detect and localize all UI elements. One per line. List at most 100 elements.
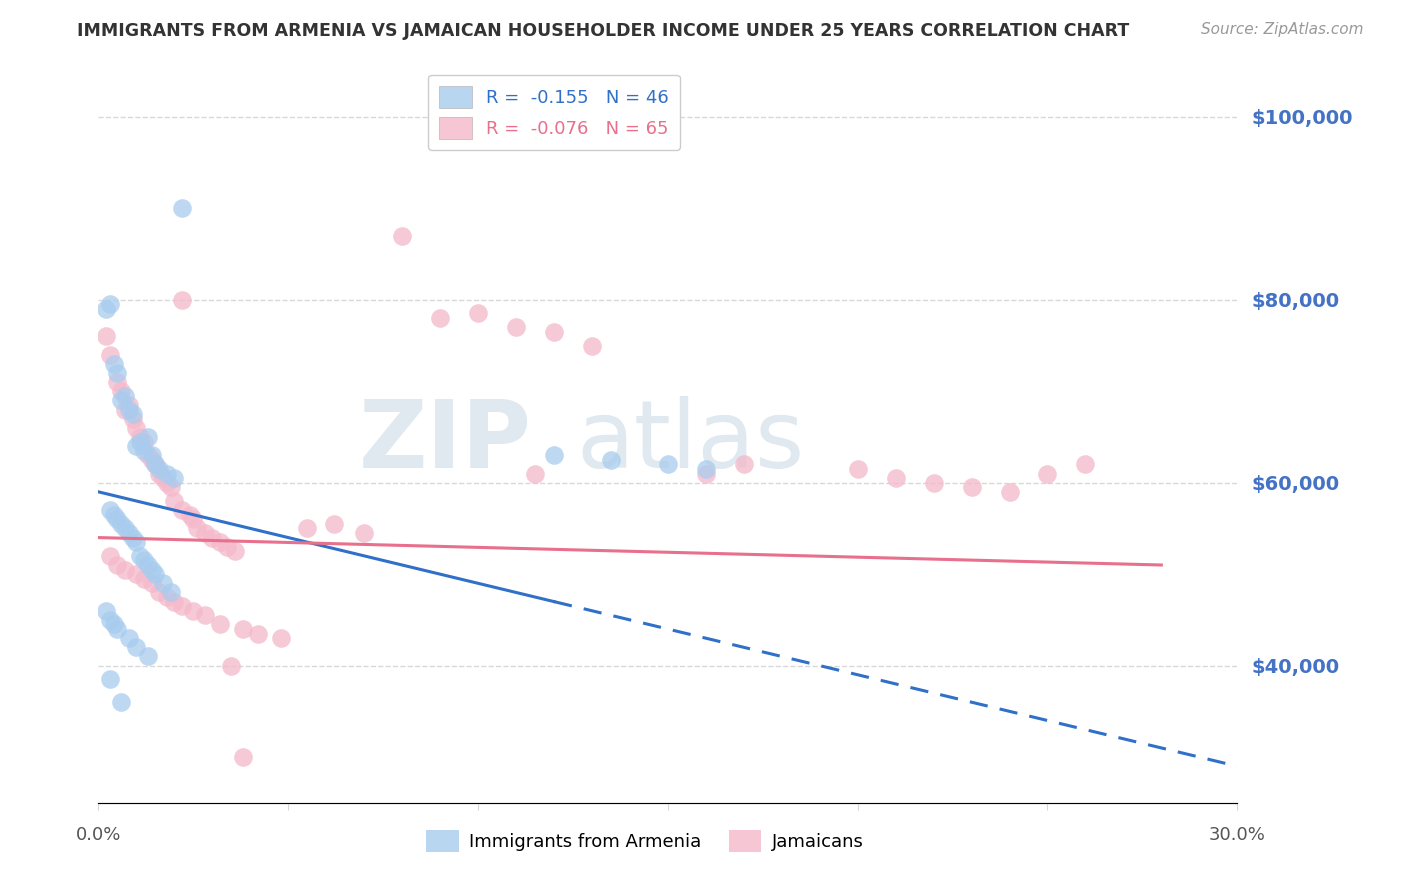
Point xyxy=(960,480,983,494)
Point xyxy=(600,453,623,467)
Point xyxy=(114,402,136,417)
Point xyxy=(118,402,141,417)
Point xyxy=(884,471,907,485)
Point xyxy=(110,384,132,399)
Point xyxy=(148,467,170,481)
Point xyxy=(141,448,163,462)
Point xyxy=(94,329,117,343)
Point xyxy=(186,521,208,535)
Point xyxy=(94,604,117,618)
Point xyxy=(110,393,132,408)
Point xyxy=(297,521,319,535)
Text: Source: ZipAtlas.com: Source: ZipAtlas.com xyxy=(1201,22,1364,37)
Point xyxy=(581,338,603,352)
Point xyxy=(132,434,155,449)
Point xyxy=(467,306,489,320)
Point xyxy=(846,462,869,476)
Point xyxy=(163,594,186,608)
Point xyxy=(136,649,159,664)
Point xyxy=(107,558,129,572)
Point xyxy=(152,471,174,485)
Point xyxy=(114,389,136,403)
Point xyxy=(194,608,217,623)
Point xyxy=(98,549,121,563)
Legend: Immigrants from Armenia, Jamaicans: Immigrants from Armenia, Jamaicans xyxy=(419,822,872,859)
Point xyxy=(114,563,136,577)
Point xyxy=(107,512,129,526)
Point xyxy=(163,494,186,508)
Point xyxy=(98,673,121,687)
Point xyxy=(232,750,254,764)
Point xyxy=(221,658,243,673)
Point xyxy=(98,503,121,517)
Point xyxy=(156,467,179,481)
Point xyxy=(110,516,132,531)
Point xyxy=(543,325,565,339)
Point xyxy=(121,411,143,425)
Point xyxy=(141,576,163,591)
Point xyxy=(94,301,117,316)
Point xyxy=(103,508,125,522)
Point xyxy=(129,434,152,449)
Point xyxy=(156,475,179,490)
Point xyxy=(148,585,170,599)
Point xyxy=(224,544,246,558)
Point xyxy=(98,348,121,362)
Point xyxy=(159,585,181,599)
Point xyxy=(98,297,121,311)
Point xyxy=(322,516,344,531)
Point xyxy=(695,462,717,476)
Point xyxy=(98,613,121,627)
Point xyxy=(183,604,205,618)
Point xyxy=(1074,458,1097,472)
Point xyxy=(170,599,193,614)
Point xyxy=(695,467,717,481)
Text: 30.0%: 30.0% xyxy=(1209,826,1265,844)
Point xyxy=(103,357,125,371)
Point xyxy=(125,567,148,582)
Point xyxy=(129,549,152,563)
Point xyxy=(1036,467,1059,481)
Point xyxy=(170,293,193,307)
Point xyxy=(270,631,292,645)
Point xyxy=(107,622,129,636)
Point xyxy=(657,458,679,472)
Point xyxy=(118,398,141,412)
Point xyxy=(170,202,193,216)
Text: atlas: atlas xyxy=(576,395,806,488)
Point xyxy=(246,626,269,640)
Point xyxy=(733,458,755,472)
Point xyxy=(136,558,159,572)
Point xyxy=(103,617,125,632)
Point xyxy=(132,443,155,458)
Point xyxy=(121,531,143,545)
Point xyxy=(217,540,239,554)
Text: IMMIGRANTS FROM ARMENIA VS JAMAICAN HOUSEHOLDER INCOME UNDER 25 YEARS CORRELATIO: IMMIGRANTS FROM ARMENIA VS JAMAICAN HOUS… xyxy=(77,22,1129,40)
Point xyxy=(922,475,945,490)
Point xyxy=(118,631,141,645)
Point xyxy=(125,640,148,655)
Point xyxy=(145,458,167,472)
Text: ZIP: ZIP xyxy=(359,395,531,488)
Point xyxy=(232,622,254,636)
Point xyxy=(170,503,193,517)
Point xyxy=(208,617,231,632)
Point xyxy=(353,526,375,541)
Point xyxy=(132,553,155,567)
Point xyxy=(129,430,152,444)
Point xyxy=(145,458,167,472)
Point xyxy=(141,563,163,577)
Point xyxy=(125,535,148,549)
Point xyxy=(107,366,129,380)
Point xyxy=(136,448,159,462)
Point xyxy=(125,439,148,453)
Point xyxy=(163,471,186,485)
Point xyxy=(159,480,181,494)
Point xyxy=(152,576,174,591)
Point xyxy=(998,484,1021,499)
Point xyxy=(429,311,451,326)
Point xyxy=(194,526,217,541)
Point xyxy=(391,228,413,243)
Point xyxy=(110,695,132,709)
Point xyxy=(208,535,231,549)
